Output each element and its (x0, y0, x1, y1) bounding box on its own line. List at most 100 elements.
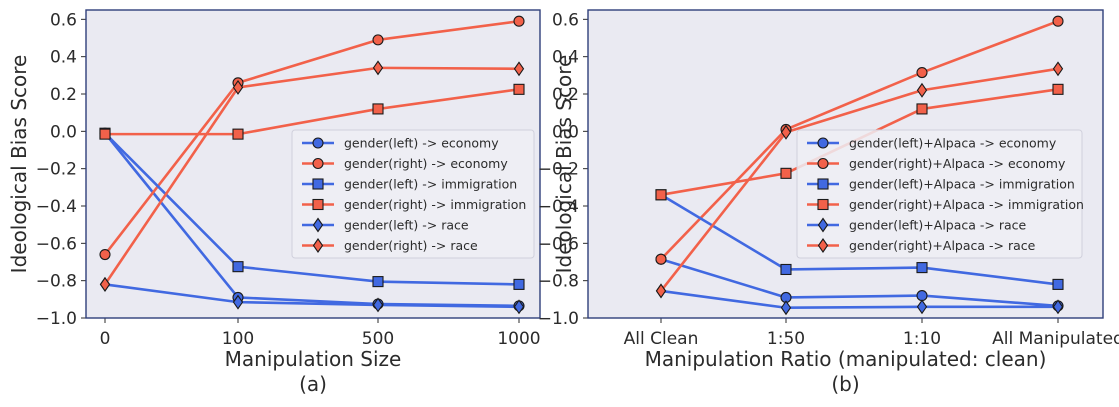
data-point-a-1 (513, 15, 525, 27)
legend-label-b: gender(left)+Alpaca -> race (849, 218, 1027, 233)
data-point-a-5 (372, 60, 384, 76)
data-point-b-5 (1052, 61, 1064, 77)
y-axis-label-a: Ideological Bias Score (7, 55, 31, 274)
legend-label-a: gender(right) -> economy (344, 156, 508, 171)
y-tick-label-b: 0.4 (552, 48, 579, 68)
series-line-a-2 (104, 132, 520, 286)
legend-marker-b (817, 137, 829, 149)
data-point-a-2 (513, 278, 525, 290)
data-point-a-5 (99, 276, 111, 292)
y-tick-label-a: −0.2 (36, 160, 77, 180)
data-point-b-3 (780, 167, 792, 179)
chart-panel-b: 0.6 0.4 0.2 0.0 −0.2 −0.4 −0.6 −0.8 −1.0 All Clea… (538, 9, 1119, 396)
y-tick-label-b: 0.0 (552, 122, 579, 142)
data-point-b-4 (1052, 299, 1064, 315)
series-line-b-5 (659, 67, 1059, 292)
y-tick-label-a: −0.6 (36, 234, 77, 254)
legend-label-b: gender(right)+Alpaca -> economy (849, 156, 1066, 171)
x-tick-label-a: 0 (100, 329, 111, 349)
y-tick-label-a: 0.6 (50, 10, 77, 30)
series-line-b-4 (660, 289, 1058, 310)
x-tick-label-b: All Manipulated (992, 329, 1119, 349)
x-axis-label-a: Manipulation Size (225, 347, 402, 371)
x-tick-label-a: 500 (362, 329, 394, 349)
legend-label-a: gender(left) -> immigration (344, 177, 517, 192)
legend-marker-a (312, 198, 324, 211)
legend-marker-b (817, 178, 829, 190)
data-point-b-5 (780, 124, 792, 140)
y-tick-label-b: −0.2 (538, 160, 579, 180)
series-line-a-5 (103, 66, 520, 286)
legend-marker-a (312, 157, 324, 170)
x-tick-label-b: All Clean (624, 329, 699, 349)
data-point-b-1 (1052, 15, 1064, 27)
legend-label-b: gender(right)+Alpaca -> race (849, 238, 1036, 253)
legend-marker-a (312, 178, 324, 190)
legend-marker-a (312, 137, 324, 149)
data-point-b-1 (916, 66, 928, 79)
series-line-a-1 (103, 19, 520, 256)
x-axis-label-b: Manipulation Ratio (manipulated: clean) (645, 347, 1047, 371)
data-point-a-3 (99, 128, 111, 140)
series-line-a-4 (104, 283, 520, 309)
y-tick-label-a: 0.2 (50, 85, 77, 105)
y-tick-label-b: −0.6 (538, 234, 579, 254)
y-tick-label-b: −0.4 (538, 197, 579, 217)
legend-box-a (291, 129, 535, 259)
data-point-a-4 (372, 297, 384, 313)
legend-marker-b (817, 217, 829, 233)
y-tick-label-a: −1.0 (36, 309, 77, 329)
data-point-a-3 (513, 83, 525, 95)
data-point-a-5 (232, 80, 244, 95)
x-tick-label-a: 1000 (497, 329, 540, 349)
legend-label-b: gender(right)+Alpaca -> immigration (849, 197, 1084, 212)
legend-box-b (796, 129, 1083, 259)
legend-marker-b (817, 238, 829, 253)
y-tick-label-a: −0.4 (36, 197, 77, 217)
y-tick-label-a: −0.8 (36, 272, 77, 292)
data-point-a-4 (232, 294, 244, 310)
data-point-b-4 (780, 300, 792, 316)
data-point-b-5 (916, 82, 928, 98)
data-point-b-5 (655, 283, 667, 299)
legend-marker-a (312, 217, 324, 233)
data-point-b-1 (655, 253, 667, 265)
x-tick-label-b: 1:10 (903, 329, 941, 349)
y-tick-label-a: 0.0 (50, 122, 77, 142)
legend-marker-b (817, 157, 829, 170)
data-point-b-3 (655, 189, 667, 201)
data-point-a-3 (372, 103, 384, 115)
plot-frame-b (587, 9, 1104, 319)
y-tick-label-b: 0.6 (552, 10, 579, 30)
data-point-b-3 (1052, 83, 1064, 95)
data-point-a-2 (232, 261, 244, 273)
panel-label-b: (b) (831, 372, 859, 396)
data-point-a-2 (372, 276, 384, 288)
y-tick-label-b: 0.2 (552, 85, 579, 105)
series-line-b-0 (660, 257, 1059, 308)
data-point-a-1 (372, 34, 384, 46)
plot-frame-a (85, 9, 541, 319)
data-point-a-3 (232, 128, 244, 140)
panel-label-a: (a) (299, 372, 327, 396)
data-point-b-2 (780, 263, 792, 276)
data-point-a-5 (513, 61, 525, 77)
y-axis-label-b: Ideological Bias Score (552, 55, 576, 274)
legend-label-b: gender(left)+Alpaca -> immigration (849, 177, 1075, 192)
x-tick-label-a: 100 (222, 329, 254, 349)
legend-marker-a (312, 238, 324, 253)
data-point-b-2 (916, 262, 928, 274)
data-point-b-0 (916, 290, 928, 302)
legend-label-a: gender(right) -> race (344, 238, 478, 253)
legend-label-b: gender(left)+Alpaca -> economy (849, 136, 1057, 151)
y-tick-label-a: 0.4 (50, 48, 77, 68)
x-tick-label-b: 1:50 (767, 329, 805, 349)
data-point-b-3 (916, 103, 928, 115)
data-point-b-4 (916, 299, 928, 315)
legend-label-a: gender(right) -> immigration (344, 197, 526, 212)
series-line-b-1 (660, 19, 1059, 261)
legend-marker-b (817, 198, 829, 211)
data-point-b-2 (1052, 278, 1064, 290)
legend-label-a: gender(left) -> economy (344, 136, 499, 151)
